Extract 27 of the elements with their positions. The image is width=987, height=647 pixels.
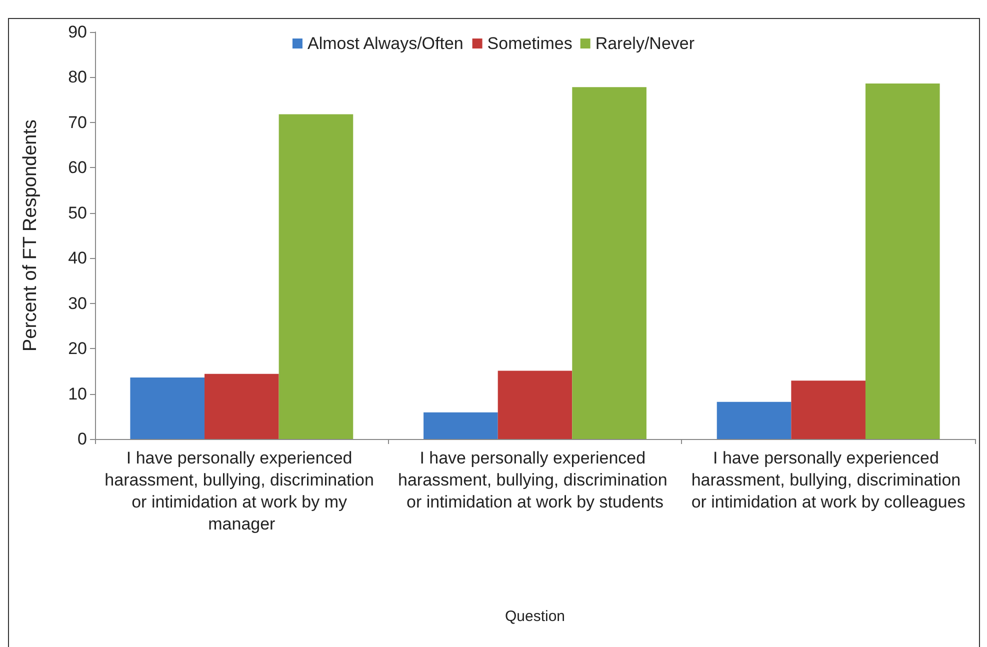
bar <box>130 378 205 439</box>
y-tick-label: 0 <box>78 430 87 448</box>
y-tick-label: 80 <box>68 68 87 87</box>
y-tick-label: 90 <box>68 22 87 42</box>
x-tick-label: I have personally experienced harassment, bullying, discrimination or intimidation at work by my manager <box>104 448 379 534</box>
y-tick-label: 70 <box>68 112 87 132</box>
x-tick-label: I have personally experienced harassment, bullying, discrimination or intimidation at work by students <box>398 448 672 512</box>
y-tick-label: 20 <box>68 339 87 358</box>
bar <box>278 114 354 439</box>
y-axis-title: Percent of FT Respondents <box>20 120 41 352</box>
x-axis-title: Question <box>504 608 566 625</box>
bar <box>865 84 940 439</box>
bar <box>424 412 498 439</box>
legend-label: Rarely/Never <box>595 34 695 53</box>
bar <box>716 402 792 439</box>
bar <box>572 87 646 439</box>
y-tick-label: 50 <box>68 203 87 222</box>
y-tick-label: 10 <box>68 384 87 404</box>
y-tick-label: 30 <box>68 294 87 313</box>
y-tick-label: 60 <box>68 158 87 178</box>
x-tick-label: I have personally experienced harassment, bullying, discrimination or intimidation at work by colleagues <box>691 448 966 512</box>
y-tick-label: 40 <box>68 248 87 268</box>
legend-label: Sometimes <box>487 34 572 53</box>
bar <box>498 370 572 439</box>
legend-label: Almost Always/Often <box>307 34 464 53</box>
bar <box>791 380 866 439</box>
bar <box>204 374 279 439</box>
